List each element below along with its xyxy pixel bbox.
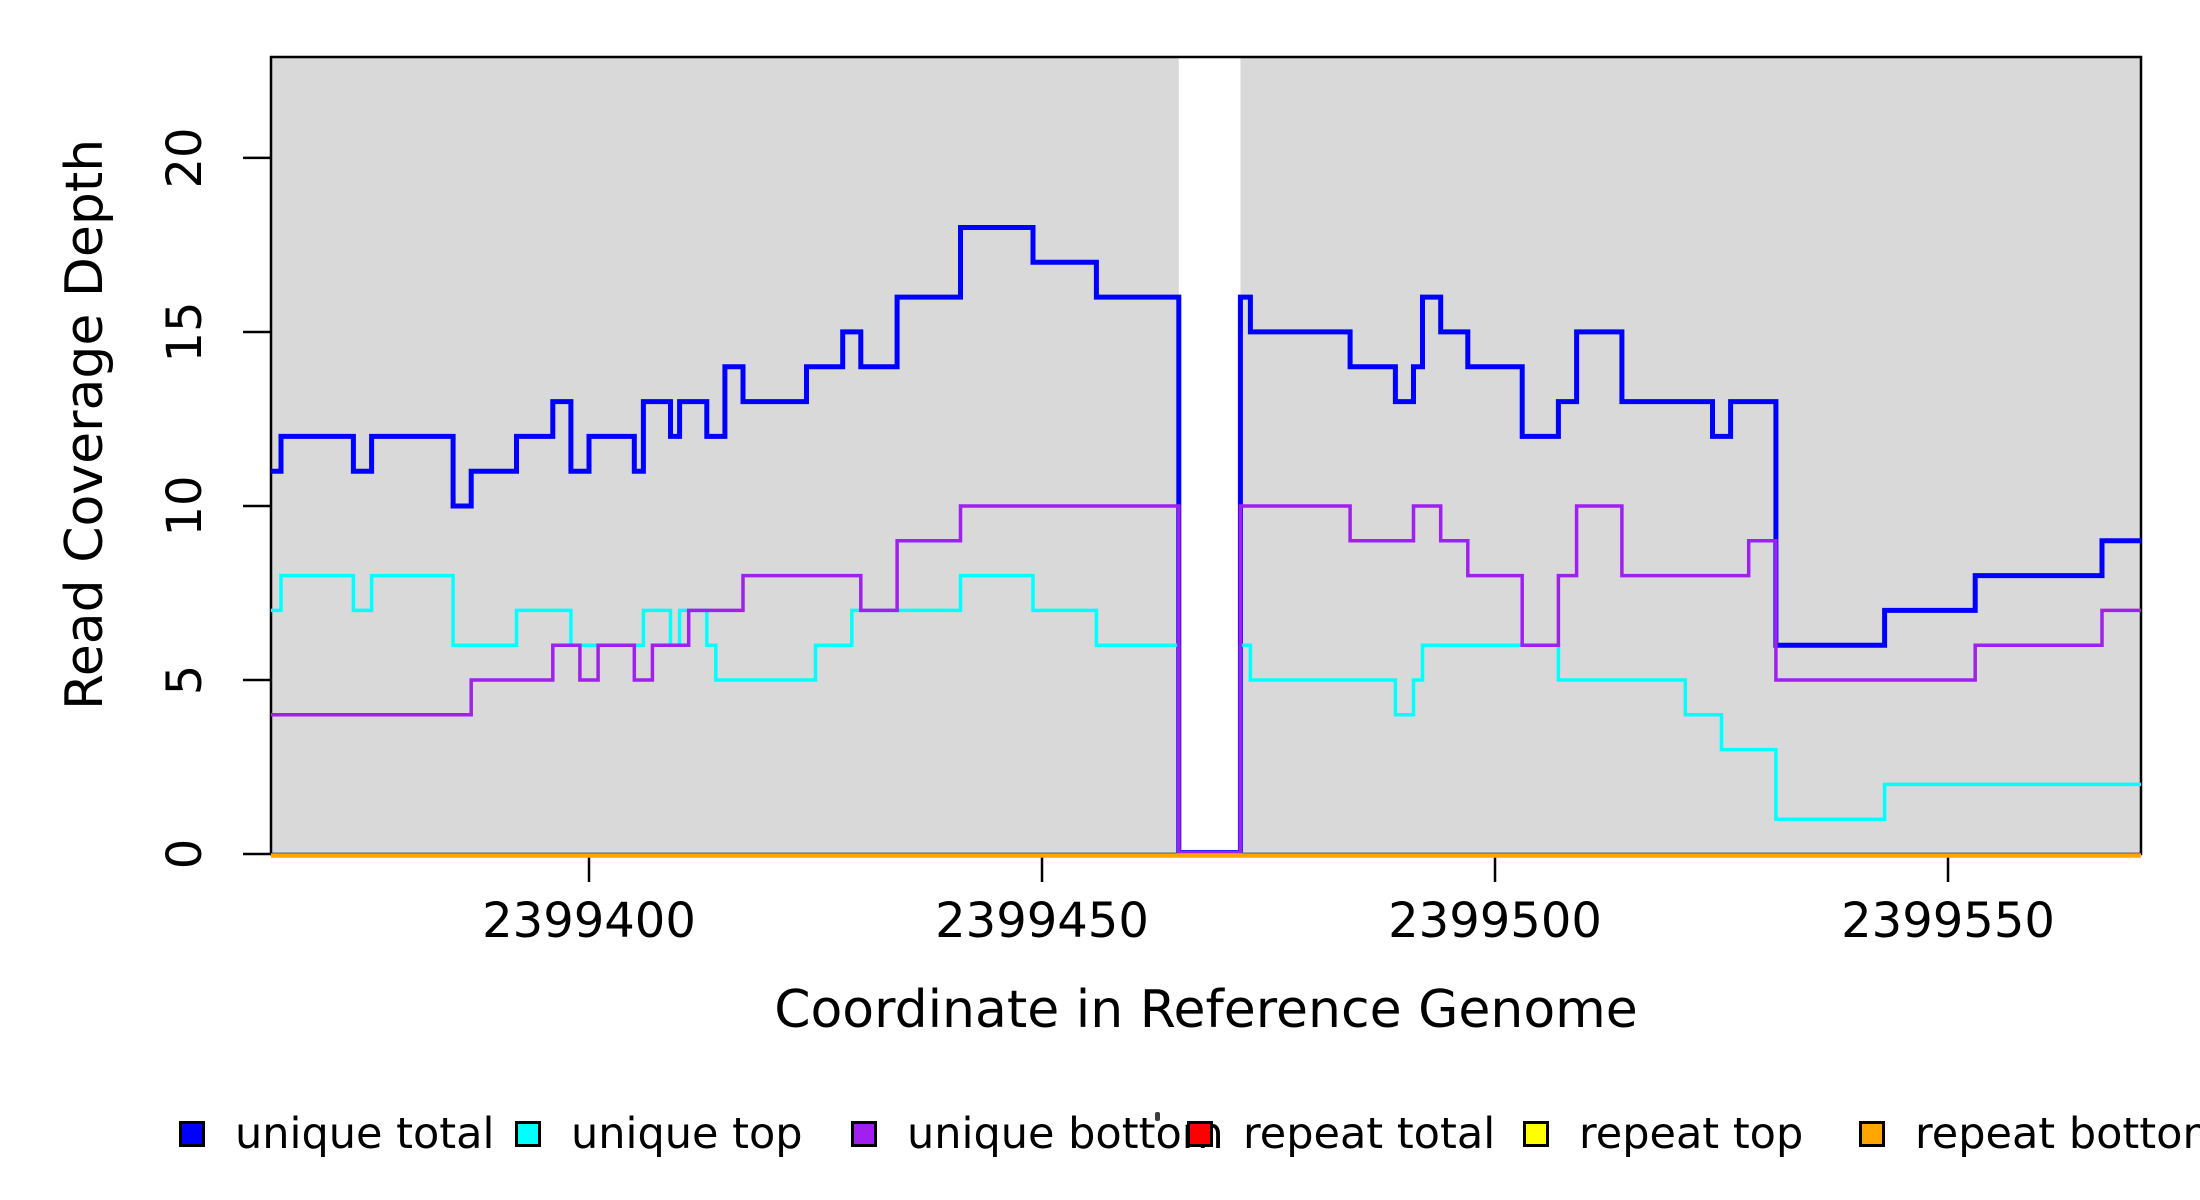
legend-item-repeat-total: repeat total bbox=[1187, 1108, 1495, 1160]
legend-swatch-icon bbox=[1187, 1121, 1213, 1147]
stray-mark bbox=[1155, 1112, 1160, 1121]
y-tick-label: 15 bbox=[157, 301, 213, 363]
legend-swatch-icon bbox=[1523, 1121, 1549, 1147]
legend-item-repeat-top: repeat top bbox=[1523, 1108, 1803, 1160]
y-axis-title: Read Coverage Depth bbox=[55, 138, 115, 710]
legend-label: repeat top bbox=[1579, 1109, 1804, 1159]
legend-label: unique top bbox=[571, 1109, 803, 1159]
legend-swatch-icon bbox=[1859, 1121, 1885, 1147]
coverage-gap-region bbox=[1178, 57, 1241, 854]
x-tick-label: 2399550 bbox=[1841, 893, 2055, 949]
series-unique-bottom bbox=[271, 504, 2141, 855]
legend-item-unique-bottom: unique bottom bbox=[851, 1108, 1224, 1160]
legend-label: repeat bottom bbox=[1915, 1109, 2200, 1159]
legend-label: repeat total bbox=[1243, 1109, 1496, 1159]
x-tick-label: 2399450 bbox=[935, 893, 1149, 949]
y-tick-label: 10 bbox=[157, 475, 213, 537]
series-unique-top bbox=[271, 573, 2141, 855]
series-unique-total bbox=[271, 225, 2141, 855]
x-tick-label: 2399400 bbox=[482, 893, 696, 949]
legend-item-repeat-bottom: repeat bottom bbox=[1859, 1108, 2200, 1160]
legend-item-unique-total: unique total bbox=[179, 1108, 494, 1160]
legend-item-unique-top: unique top bbox=[515, 1108, 803, 1160]
x-axis-title: Coordinate in Reference Genome bbox=[774, 980, 1638, 1040]
legend-label: unique total bbox=[235, 1109, 495, 1159]
legend-swatch-icon bbox=[515, 1121, 541, 1147]
legend-swatch-icon bbox=[179, 1121, 205, 1147]
y-tick-label: 20 bbox=[157, 127, 213, 189]
y-tick-label: 0 bbox=[157, 838, 213, 870]
y-tick-label: 5 bbox=[157, 664, 213, 696]
legend-label: unique bottom bbox=[907, 1109, 1224, 1159]
x-tick-label: 2399500 bbox=[1388, 893, 1602, 949]
legend-swatch-icon bbox=[851, 1121, 877, 1147]
